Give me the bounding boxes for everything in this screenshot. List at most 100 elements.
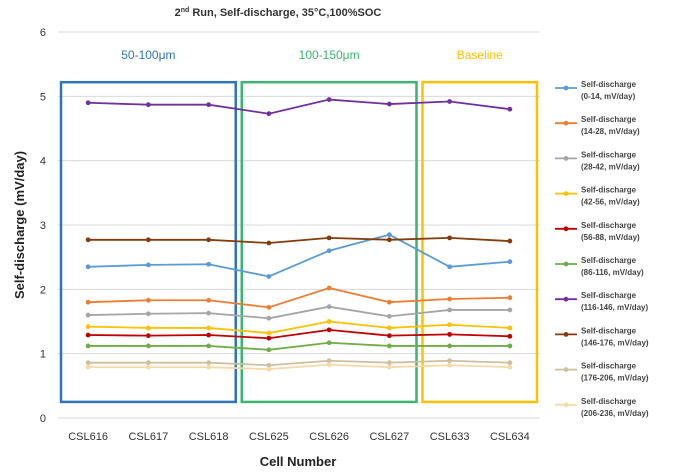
data-point — [85, 324, 91, 330]
data-point — [85, 299, 91, 305]
data-point — [85, 264, 91, 270]
x-tick-label: CSL617 — [128, 431, 168, 443]
legend-swatch-marker — [563, 85, 569, 91]
series-line-7 — [88, 98, 510, 115]
legend-item-7: Self-discharge (116-146, mV/day) — [555, 291, 648, 312]
legend-label-line2: (56-88, mV/day) — [581, 233, 640, 242]
data-point — [145, 237, 151, 243]
y-tick-label: 3 — [40, 220, 46, 232]
data-point — [85, 332, 91, 338]
data-point — [326, 358, 332, 364]
data-point — [145, 297, 151, 303]
series-line-4 — [88, 320, 510, 334]
data-point — [447, 264, 453, 270]
data-point — [447, 235, 453, 241]
data-point — [266, 304, 272, 310]
region-label-2: 100-150μm — [299, 48, 360, 62]
x-tick-label: CSL625 — [249, 431, 289, 443]
data-point — [266, 274, 272, 279]
data-point — [507, 307, 513, 313]
region-annotations: 50-100μm 100-150μm Baseline — [59, 48, 539, 404]
data-point — [326, 319, 332, 324]
legend-label-line1: Self-discharge — [581, 291, 637, 300]
legend-label-line1: Self-discharge — [581, 326, 637, 335]
data-point — [326, 285, 332, 291]
series-line-9 — [88, 359, 510, 367]
data-point — [386, 343, 392, 349]
data-point — [206, 261, 212, 267]
data-point — [447, 296, 453, 302]
legend-item-1: Self-discharge (0-14, mV/day) — [555, 80, 637, 101]
data-point — [85, 343, 91, 349]
legend-item-10: Self-discharge (206-236, mV/day) — [555, 397, 649, 418]
legend-item-2: Self-discharge (14-28, mV/day) — [555, 115, 640, 136]
x-tick-label: CSL616 — [68, 431, 108, 443]
data-point — [507, 364, 513, 370]
x-tick-label: CSL626 — [309, 431, 349, 443]
y-tick-label: 5 — [40, 91, 46, 103]
data-point — [85, 360, 91, 366]
series-line-3 — [88, 305, 510, 320]
data-point — [266, 315, 272, 321]
series-line-1 — [88, 233, 510, 278]
data-point — [206, 325, 212, 331]
legend-swatch-marker — [563, 191, 569, 197]
legend-swatch-marker — [563, 261, 569, 267]
series-line-10 — [88, 363, 510, 371]
data-point — [206, 102, 212, 108]
data-point — [266, 362, 272, 368]
data-point — [386, 101, 392, 107]
data-point — [266, 366, 272, 372]
legend-item-6: Self-discharge (86-116, mV/day) — [555, 256, 644, 277]
data-point — [507, 325, 513, 331]
data-point — [447, 343, 453, 349]
legend-item-4: Self-discharge (42-56, mV/day) — [555, 186, 640, 207]
legend-swatch-marker — [563, 226, 569, 232]
legend-label-line1: Self-discharge — [581, 80, 637, 89]
data-point — [266, 111, 272, 117]
legend-item-5: Self-discharge (56-88, mV/day) — [555, 221, 640, 242]
data-point — [326, 362, 332, 368]
series-line-6 — [88, 341, 510, 351]
region-label-1: 50-100μm — [121, 48, 175, 62]
data-point — [206, 364, 212, 370]
legend-label-line1: Self-discharge — [581, 115, 637, 124]
chart-title: 2nd Run, Self-discharge, 35°C,100%SOC — [175, 7, 382, 19]
data-point — [266, 330, 272, 336]
data-point — [447, 362, 453, 368]
legend-label-line2: (86-116, mV/day) — [581, 268, 644, 277]
legend-label-line1: Self-discharge — [581, 150, 637, 159]
data-point — [507, 259, 513, 265]
x-tick-label: CSL627 — [369, 431, 409, 443]
data-point — [507, 360, 513, 366]
data-point — [386, 333, 392, 339]
y-tick-label: 6 — [40, 27, 46, 39]
legend-label-line2: (28-42, mV/day) — [581, 162, 640, 171]
legend-swatch-marker — [563, 367, 569, 372]
data-point — [145, 364, 151, 370]
y-tick-label: 1 — [40, 349, 46, 361]
data-point — [145, 343, 151, 349]
y-axis-ticks: 0 1 2 3 4 5 6 — [40, 27, 46, 425]
legend-label-line1: Self-discharge — [581, 221, 637, 230]
data-point — [447, 331, 453, 337]
data-point — [266, 335, 272, 341]
data-point — [507, 295, 513, 301]
legend-label-line2: (0-14, mV/day) — [581, 92, 636, 101]
region-box-3 — [421, 80, 539, 404]
data-point — [386, 232, 392, 238]
data-point — [386, 364, 392, 370]
data-point — [85, 237, 91, 243]
data-point — [85, 100, 91, 106]
y-axis-title: Self-discharge (mV/day) — [12, 151, 27, 299]
data-point — [326, 327, 332, 333]
data-point — [386, 237, 392, 243]
data-point — [206, 297, 212, 303]
data-point — [326, 340, 332, 346]
data-point — [85, 312, 91, 318]
chart-title-rest: Run, Self-discharge, 35°C,100%SOC — [189, 7, 381, 19]
data-point — [145, 333, 151, 339]
legend-item-9: Self-discharge (176-206, mV/day) — [555, 362, 649, 383]
x-tick-label: CSL618 — [189, 431, 229, 443]
data-point — [206, 310, 212, 316]
